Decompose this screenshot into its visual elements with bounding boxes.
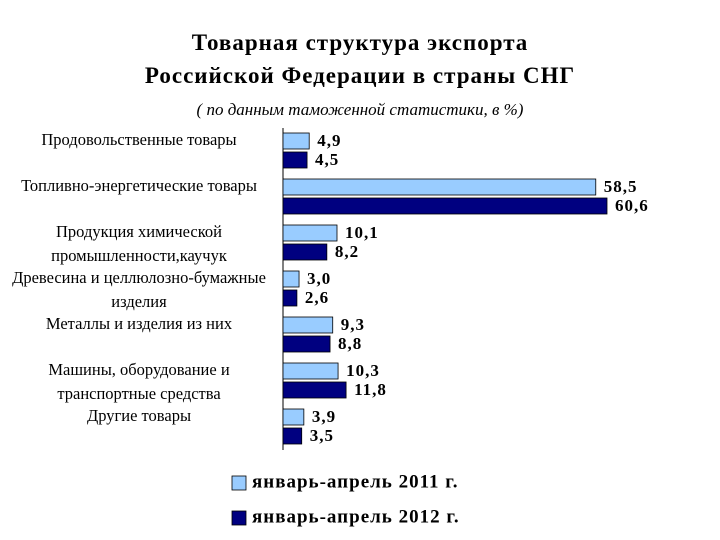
- bar: [282, 132, 310, 150]
- bar: [282, 381, 347, 399]
- bar: [282, 151, 308, 169]
- bar: [282, 178, 597, 196]
- value-label: 8,8: [338, 334, 362, 353]
- value-label: 4,9: [317, 131, 341, 150]
- bar: [282, 362, 339, 380]
- bar: [282, 224, 338, 242]
- value-label: 3,5: [310, 426, 334, 445]
- value-label: 4,5: [315, 150, 339, 169]
- bar: [282, 335, 331, 353]
- category-label: Металлы и изделия из них: [45, 314, 233, 333]
- chart-subtitle: ( по данным таможенной статистики, в %): [196, 100, 524, 119]
- bar: [282, 427, 303, 445]
- legend-label: январь-апрель 2012 г.: [252, 506, 460, 527]
- value-label: 3,9: [312, 407, 336, 426]
- category-label: Машины, оборудование и транспортные сред…: [48, 360, 230, 403]
- bar: [282, 289, 298, 307]
- value-label: 58,5: [604, 177, 638, 196]
- bar: [282, 270, 300, 288]
- chart-title: Российской Федерации в страны СНГ: [144, 63, 576, 88]
- bar: [282, 243, 328, 261]
- category-label: Продукция химической промышленности,кауч…: [51, 222, 227, 265]
- bar: [282, 197, 608, 215]
- category-label: Другие товары: [86, 406, 192, 425]
- value-label: 60,6: [615, 196, 649, 215]
- category-label: Древесина и целлюлозно-бумажные изделия: [12, 268, 266, 311]
- value-label: 11,8: [354, 380, 387, 399]
- value-label: 10,1: [345, 223, 379, 242]
- value-label: 2,6: [305, 288, 329, 307]
- value-label: 3,0: [307, 269, 331, 288]
- value-label: 8,2: [335, 242, 359, 261]
- value-label: 10,3: [346, 361, 380, 380]
- chart-title: Товарная структура экспорта: [191, 30, 529, 55]
- legend-swatch: [231, 510, 247, 526]
- legend-label: январь-апрель 2011 г.: [252, 471, 459, 492]
- value-label: 9,3: [341, 315, 365, 334]
- bar: [282, 316, 334, 334]
- legend-swatch: [231, 475, 247, 491]
- category-label: Продовольственные товары: [41, 130, 237, 149]
- category-label: Топливно-энергетические товары: [21, 176, 257, 195]
- bar: [282, 408, 305, 426]
